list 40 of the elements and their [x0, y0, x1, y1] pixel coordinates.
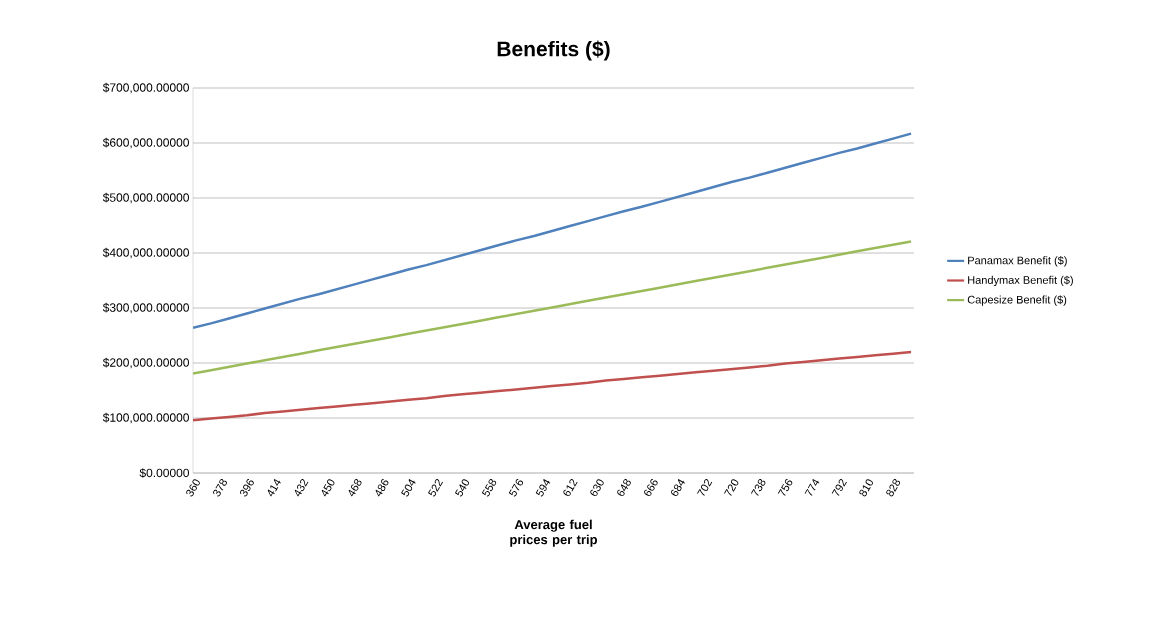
x-tick-label: 468: [348, 479, 362, 497]
x-tick-label: 756: [777, 479, 793, 496]
y-tick-label: $700,000.00000: [102, 82, 189, 94]
x-tick-label: 666: [644, 479, 658, 497]
x-tick-label: 504: [401, 479, 416, 497]
x-tick-label: 396: [240, 479, 254, 497]
x-tick-label: 738: [750, 479, 766, 496]
x-tick-label: 486: [375, 479, 389, 497]
x-tick-label: 684: [671, 479, 685, 497]
y-tick-label: $300,000.00000: [102, 302, 189, 314]
x-axis-title: Average fuel prices per trip: [510, 519, 598, 547]
x-tick-label: 720: [724, 479, 739, 496]
x-tick-label: 630: [590, 479, 604, 497]
x-tick-label: 432: [294, 479, 309, 497]
x-tick-label: 612: [563, 479, 578, 497]
y-tick-label: $200,000.00000: [102, 357, 189, 369]
x-tick-label: 594: [535, 479, 551, 497]
x-tick-label: 522: [428, 479, 443, 497]
x-tick-label: 360: [186, 479, 200, 497]
x-tick-label: 414: [267, 479, 281, 497]
x-tick-label: 648: [617, 479, 631, 497]
y-tick-label: $100,000.00000: [102, 412, 189, 424]
chart-title: Benefits ($): [497, 40, 610, 61]
y-tick-label: $400,000.00000: [102, 247, 189, 259]
x-tick-label: 810: [859, 479, 873, 497]
x-tick-label: 558: [481, 479, 497, 497]
y-tick-label: $0.00000: [139, 468, 189, 478]
x-tick-label: 702: [697, 479, 713, 496]
x-tick-label: 378: [213, 479, 227, 497]
x-tick-label: 450: [321, 479, 335, 497]
x-tick-label: 540: [454, 479, 470, 497]
legend-label: Capesize Benefit ($): [967, 295, 1067, 306]
legend-label: Handymax Benefit ($): [968, 275, 1073, 287]
legend-label: Panamax Benefit ($): [968, 256, 1067, 267]
x-tick-label: 828: [886, 479, 901, 497]
y-tick-label: $600,000.00000: [102, 137, 189, 149]
x-tick-label: 576: [508, 479, 524, 497]
y-tick-label: $500,000.00000: [102, 192, 189, 204]
x-tick-label: 792: [831, 479, 847, 496]
x-tick-label: 774: [804, 479, 820, 496]
